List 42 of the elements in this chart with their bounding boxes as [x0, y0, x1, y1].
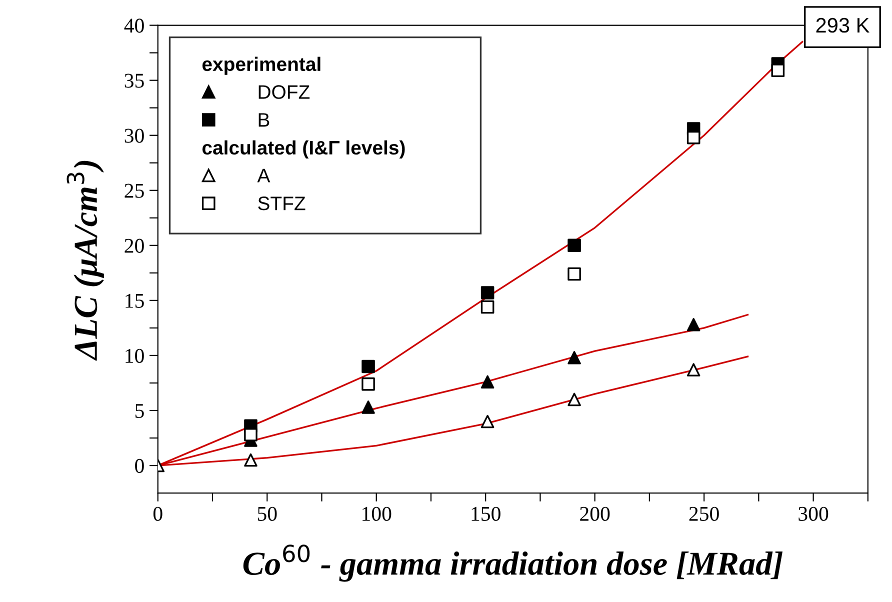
- y-tick-label: 40: [124, 18, 144, 33]
- x-tick-label: 100: [362, 506, 392, 521]
- x-tick-label: 150: [472, 506, 500, 521]
- y-axis-title: ΔLC (μA/cm$^{3}$): [66, 160, 104, 361]
- point: [771, 64, 785, 78]
- point: [568, 267, 581, 281]
- point: [686, 363, 700, 376]
- legend-label: A: [257, 168, 270, 182]
- y-tick-label: 30: [124, 128, 144, 143]
- annotation: calculated (I&Γ levels): [202, 140, 405, 158]
- point: [686, 318, 700, 332]
- point: [244, 453, 258, 467]
- x-tick-label: 50: [258, 506, 277, 521]
- legend-label: B: [258, 113, 270, 127]
- x-tick-label: 300: [798, 506, 828, 521]
- x-axis-title: Co$^{60}$ - gamma irradiation dose [MRad]: [243, 544, 783, 582]
- point: [244, 428, 258, 442]
- y-tick-label: 15: [126, 294, 144, 308]
- y-tick-label: 35: [124, 74, 144, 88]
- point: [362, 377, 375, 391]
- point: [362, 400, 375, 414]
- x-tick-label: 0: [153, 506, 162, 521]
- point: [480, 414, 494, 428]
- annotation: experimental: [202, 56, 320, 75]
- point: [686, 130, 700, 144]
- point: [480, 300, 494, 314]
- x-tick-label: 200: [580, 506, 610, 521]
- point: [480, 286, 494, 300]
- point: [362, 360, 375, 374]
- point: [480, 375, 494, 389]
- x-tick-label: 250: [689, 506, 719, 521]
- point: [568, 238, 581, 252]
- y-tick-label: 10: [126, 348, 144, 363]
- chart-title: 293 K: [816, 18, 870, 33]
- y-tick-label: 0: [135, 458, 144, 473]
- y-tick-label: 25: [124, 184, 144, 198]
- point: [568, 351, 581, 364]
- point: [568, 392, 581, 406]
- y-tick-label: 20: [124, 238, 144, 253]
- legend-label: DOFZ: [258, 85, 310, 99]
- y-tick-label: 5: [135, 404, 144, 418]
- legend-label: STFZ: [258, 196, 306, 210]
